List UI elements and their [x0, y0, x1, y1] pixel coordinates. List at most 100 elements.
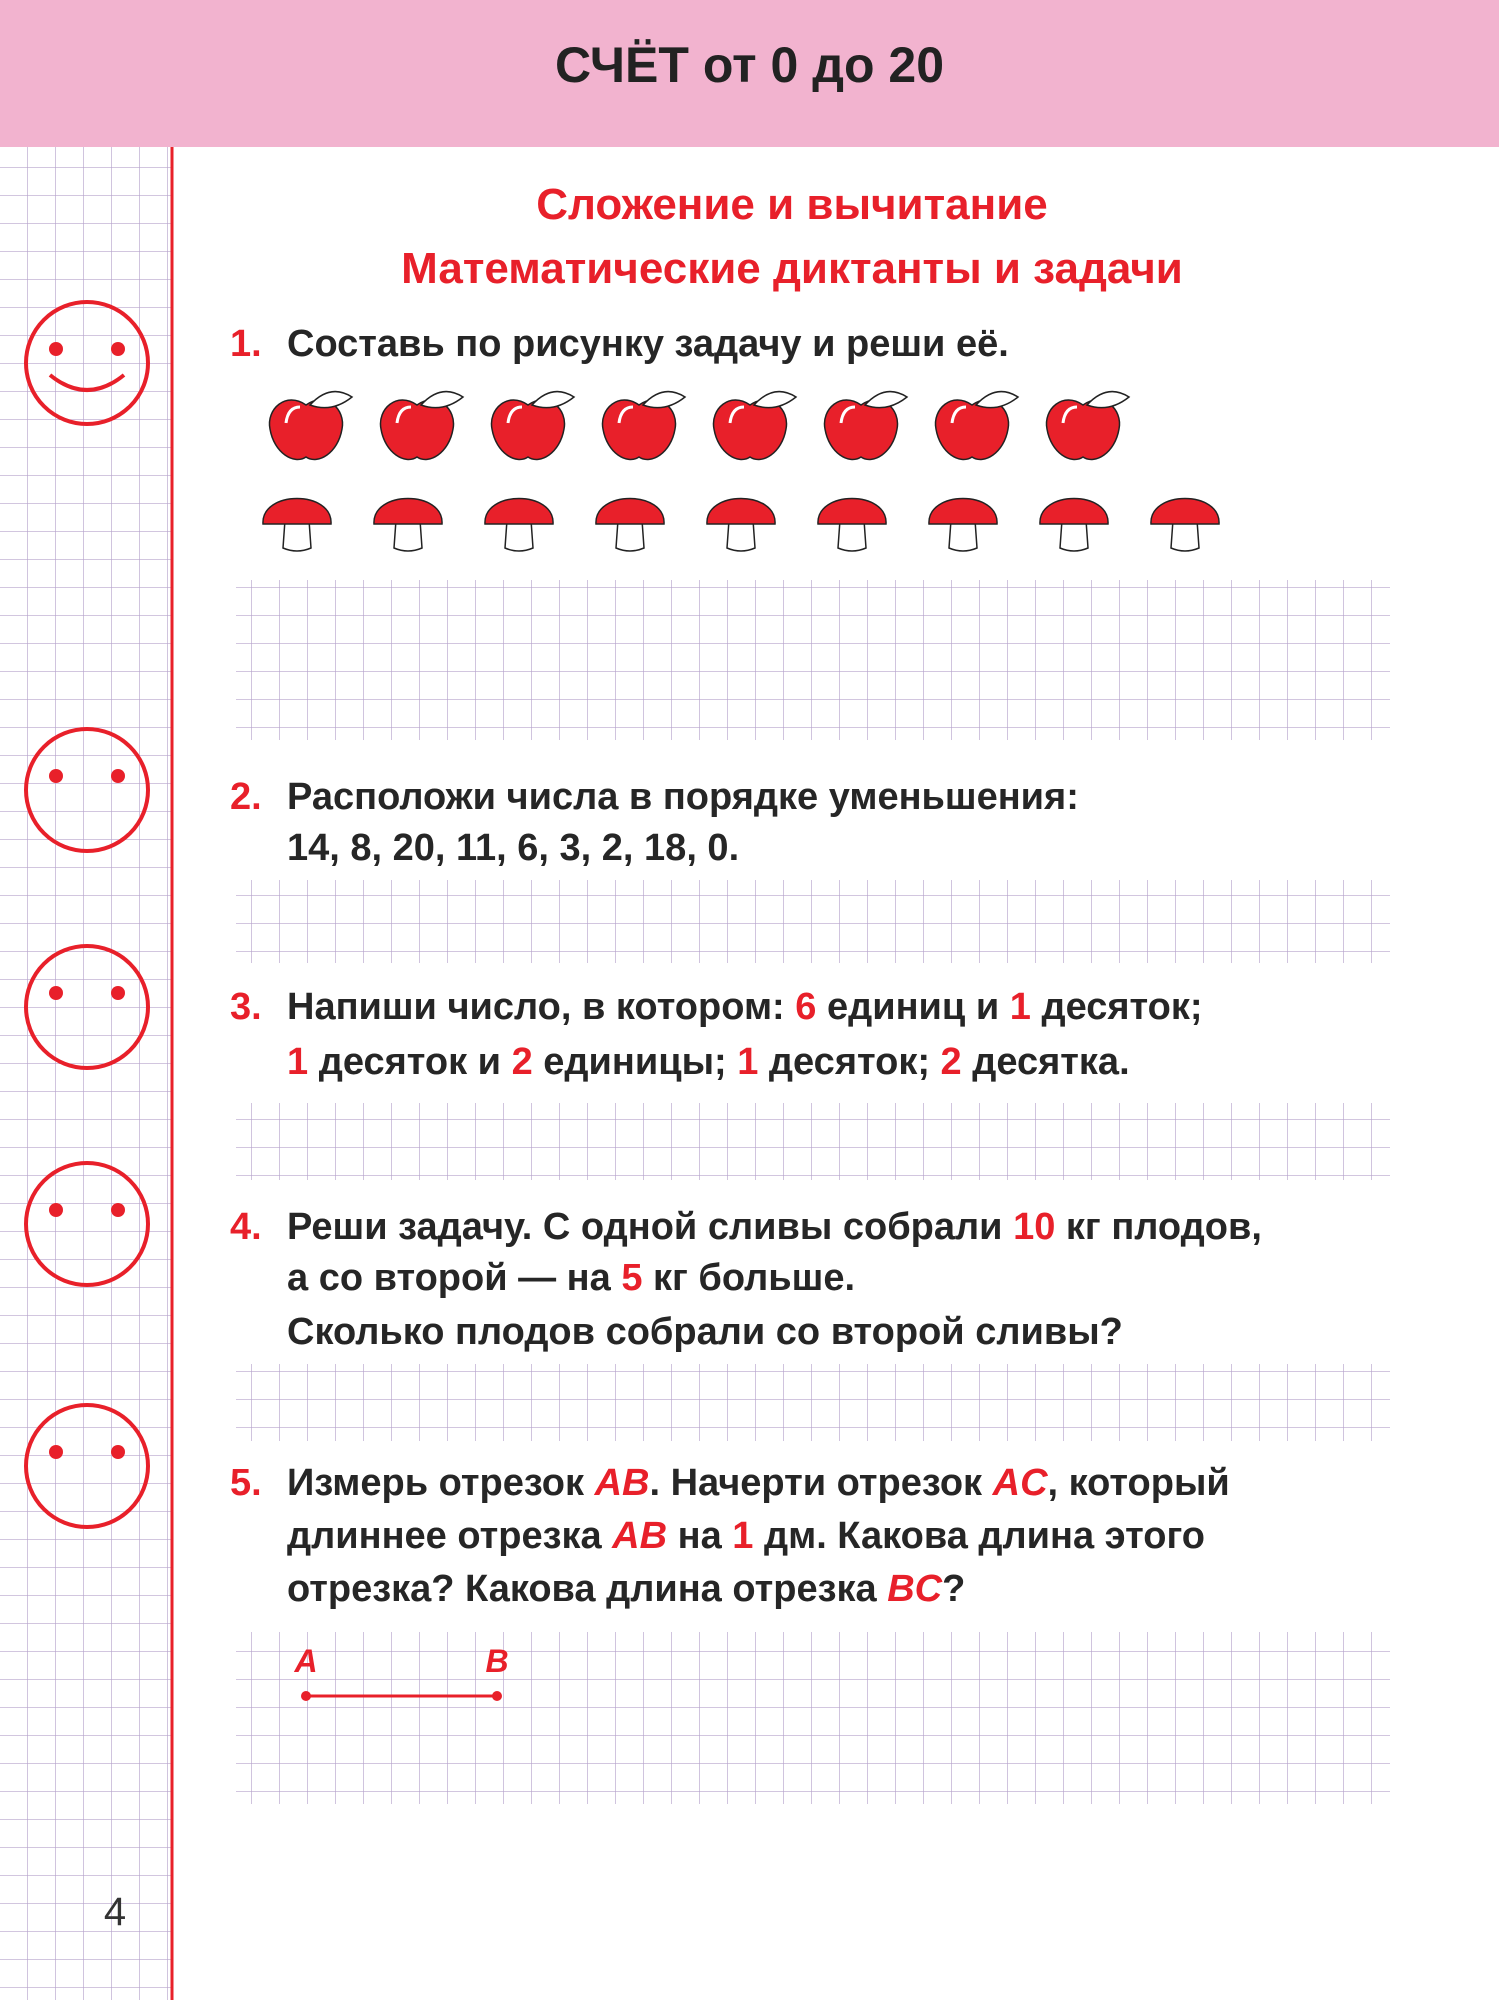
task-line: длиннее отрезка AB на 1 дм. Какова длина… — [287, 1517, 1205, 1555]
mushroom-stem — [282, 519, 312, 552]
apple — [268, 399, 344, 461]
task-text: 1 — [287, 1041, 309, 1083]
task-text: отрезка? Какова длина отрезка — [287, 1568, 888, 1610]
mushroom-cap — [1039, 497, 1109, 525]
mushroom-stem — [1059, 519, 1089, 552]
smiley-eye — [111, 986, 125, 1000]
smiley-eye — [111, 1203, 125, 1217]
apple-leaf — [1085, 390, 1131, 409]
task-line: Расположи числа в порядке уменьшения: — [287, 778, 1079, 816]
apple — [823, 399, 899, 461]
apple — [1045, 399, 1121, 461]
smiley-eye — [49, 342, 63, 356]
smiley — [24, 1403, 150, 1529]
task-text: 2 — [511, 1041, 533, 1083]
task-number: 1. — [230, 323, 262, 365]
apple-leaf — [641, 390, 687, 409]
mushroom-cap — [928, 497, 998, 525]
task-text: Реши задачу. С одной сливы собрали — [287, 1206, 1014, 1248]
task-line: Реши задачу. С одной сливы собрали 10 кг… — [287, 1208, 1262, 1246]
task-text: 1 — [737, 1041, 759, 1083]
answer-grid — [236, 1103, 1390, 1180]
smiley-mouth — [48, 373, 126, 392]
task-line: 14, 8, 20, 11, 6, 3, 2, 18, 0. — [287, 829, 739, 867]
mushroom-stem — [615, 519, 645, 552]
smiley — [24, 300, 150, 426]
task-text: AB — [594, 1462, 650, 1504]
task-text: дм. Какова длина этого — [753, 1515, 1205, 1557]
apple-leaf — [308, 390, 354, 409]
smiley — [24, 944, 150, 1070]
task-line: Сколько плодов собрали со второй сливы? — [287, 1313, 1123, 1351]
answer-grid — [236, 880, 1390, 963]
smiley-eye — [111, 769, 125, 783]
task-text: на — [667, 1515, 733, 1557]
apple-leaf — [752, 390, 798, 409]
apple-shine — [728, 405, 745, 424]
smiley-eye — [49, 769, 63, 783]
mushroom-stem — [726, 519, 756, 552]
task-line: а со второй — на 5 кг больше. — [287, 1259, 855, 1297]
task-line: отрезка? Какова длина отрезка BC? — [287, 1570, 965, 1608]
task-text: Сколько плодов собрали со второй сливы? — [287, 1311, 1123, 1353]
smiley-eye — [49, 1445, 63, 1459]
segment-point — [301, 1691, 311, 1701]
mushroom-cap — [706, 497, 776, 525]
task-number: 5. — [230, 1462, 262, 1504]
task-text: AB — [612, 1515, 668, 1557]
mushroom-stem — [504, 519, 534, 552]
task-text: длиннее отрезка — [287, 1515, 613, 1557]
segment-label: B — [485, 1643, 508, 1679]
apple-shine — [839, 405, 856, 424]
illustrations: A B4 — [24, 300, 1390, 1934]
smiley — [24, 727, 150, 853]
apple — [490, 399, 566, 461]
task-number: 4. — [230, 1206, 262, 1248]
task-text: 1 — [732, 1515, 754, 1557]
smiley — [24, 1161, 150, 1287]
smiley-eye — [111, 1445, 125, 1459]
task-number: 3. — [230, 986, 262, 1028]
page-number: 4 — [104, 1890, 126, 1934]
section-subtitle: Математические диктанты и задачи — [401, 244, 1183, 293]
answer-grid — [236, 580, 1390, 740]
smiley-eye — [49, 1203, 63, 1217]
task-text: единицы; — [532, 1041, 738, 1083]
task-text: ? — [942, 1568, 966, 1610]
apple-leaf — [974, 390, 1020, 409]
task-text: десяток; — [758, 1041, 941, 1083]
apple — [712, 399, 788, 461]
segment-label: A — [293, 1643, 317, 1679]
task-text: . Начерти отрезок — [649, 1462, 993, 1504]
task-line: 1 десяток и 2 единицы; 1 десяток; 2 деся… — [287, 1043, 1130, 1081]
mushroom-stem — [837, 519, 867, 552]
task-line: Напиши число, в котором: 6 единиц и 1 де… — [287, 988, 1203, 1026]
mushroom-cap — [595, 497, 665, 525]
smiley-eye — [49, 986, 63, 1000]
task-text: BC — [887, 1568, 943, 1610]
task-text: десяток; — [1030, 986, 1203, 1028]
apple — [934, 399, 1010, 461]
task-text: AC — [992, 1462, 1048, 1504]
smiley-eye — [111, 342, 125, 356]
apple-leaf — [419, 390, 465, 409]
task-text: 2 — [940, 1041, 962, 1083]
margin-grid — [0, 147, 172, 2000]
mushroom-cap — [1150, 497, 1220, 525]
header-title: СЧЁТ от 0 до 20 — [554, 37, 945, 93]
task-text: 10 — [1013, 1206, 1056, 1248]
task-text: десятка. — [961, 1041, 1130, 1083]
task-text: кг плодов, — [1055, 1206, 1262, 1248]
task-line: Составь по рисунку задачу и реши её. — [287, 325, 1009, 363]
mushroom-stem — [393, 519, 423, 552]
apple-shine — [617, 405, 634, 424]
answer-grid — [236, 1364, 1390, 1441]
header-band — [0, 0, 1499, 147]
apple — [379, 399, 455, 461]
task-text: 5 — [621, 1257, 643, 1299]
answer-grid — [236, 1632, 1390, 1804]
apple-leaf — [863, 390, 909, 409]
task-line: Измерь отрезок AB. Начерти отрезок AC, к… — [287, 1464, 1230, 1502]
